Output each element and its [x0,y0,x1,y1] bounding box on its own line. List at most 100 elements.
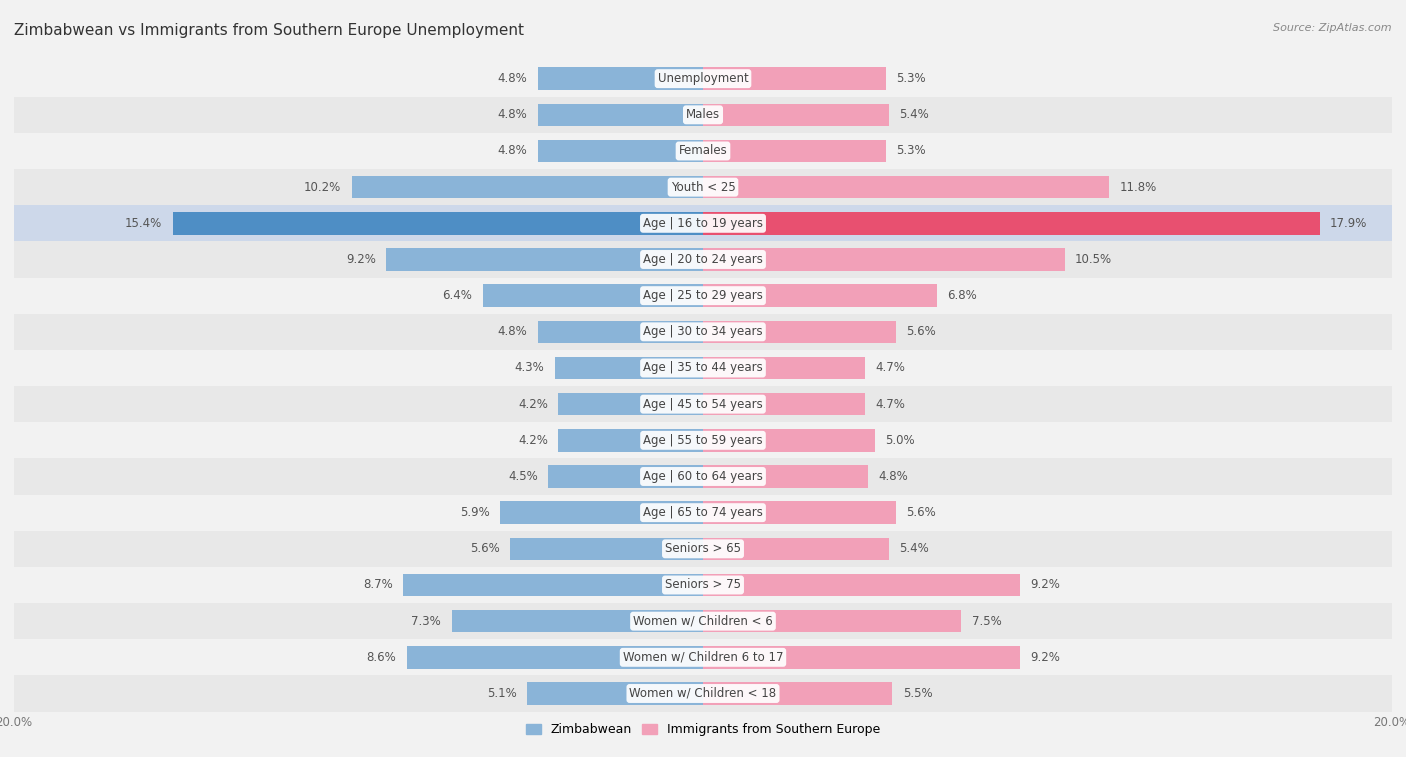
Bar [14,169,1392,205]
Text: 4.8%: 4.8% [498,108,527,121]
Text: Unemployment: Unemployment [658,72,748,85]
Text: 4.5%: 4.5% [508,470,537,483]
Bar [14,61,1392,97]
Bar [14,603,1392,639]
Bar [703,104,889,126]
Text: Age | 30 to 34 years: Age | 30 to 34 years [643,326,763,338]
Text: 11.8%: 11.8% [1119,181,1157,194]
Bar [703,646,1019,668]
Text: Youth < 25: Youth < 25 [671,181,735,194]
Bar [451,610,703,632]
Bar [558,393,703,416]
Text: 5.6%: 5.6% [470,542,499,556]
Bar [703,212,1320,235]
Text: 4.3%: 4.3% [515,362,544,375]
Bar [387,248,703,271]
Bar [14,459,1392,494]
Bar [352,176,703,198]
Text: 4.8%: 4.8% [879,470,908,483]
Bar [703,176,1109,198]
Text: 5.1%: 5.1% [488,687,517,700]
Text: 5.4%: 5.4% [900,108,929,121]
Text: 5.3%: 5.3% [896,145,925,157]
Text: Age | 20 to 24 years: Age | 20 to 24 years [643,253,763,266]
Text: 5.0%: 5.0% [886,434,915,447]
Text: 8.6%: 8.6% [367,651,396,664]
Text: Age | 55 to 59 years: Age | 55 to 59 years [643,434,763,447]
Bar [14,97,1392,133]
Text: 5.9%: 5.9% [460,506,489,519]
Text: Women w/ Children < 18: Women w/ Children < 18 [630,687,776,700]
Text: 9.2%: 9.2% [346,253,375,266]
Bar [558,429,703,451]
Bar [537,67,703,90]
Text: Women w/ Children < 6: Women w/ Children < 6 [633,615,773,628]
Bar [14,567,1392,603]
Text: 4.7%: 4.7% [875,362,905,375]
Text: 5.4%: 5.4% [900,542,929,556]
Bar [527,682,703,705]
Bar [703,285,938,307]
Text: 7.5%: 7.5% [972,615,1001,628]
Text: Seniors > 65: Seniors > 65 [665,542,741,556]
Text: 7.3%: 7.3% [412,615,441,628]
Bar [14,313,1392,350]
Bar [404,574,703,597]
Bar [14,386,1392,422]
Text: Seniors > 75: Seniors > 75 [665,578,741,591]
Bar [14,241,1392,278]
Bar [14,494,1392,531]
Text: Females: Females [679,145,727,157]
Bar [537,321,703,343]
Bar [548,466,703,488]
Text: Women w/ Children 6 to 17: Women w/ Children 6 to 17 [623,651,783,664]
Bar [173,212,703,235]
Bar [703,67,886,90]
Text: Age | 45 to 54 years: Age | 45 to 54 years [643,397,763,410]
Text: Age | 25 to 29 years: Age | 25 to 29 years [643,289,763,302]
Text: Age | 16 to 19 years: Age | 16 to 19 years [643,217,763,230]
Bar [703,321,896,343]
Text: 4.8%: 4.8% [498,72,527,85]
Bar [499,501,703,524]
Bar [14,422,1392,459]
Bar [14,133,1392,169]
Bar [555,357,703,379]
Text: 10.5%: 10.5% [1076,253,1112,266]
Bar [703,429,875,451]
Text: 6.4%: 6.4% [443,289,472,302]
Bar [406,646,703,668]
Bar [14,278,1392,313]
Text: 9.2%: 9.2% [1031,651,1060,664]
Text: 5.3%: 5.3% [896,72,925,85]
Bar [703,574,1019,597]
Bar [703,140,886,162]
Bar [482,285,703,307]
Bar [14,675,1392,712]
Text: 10.2%: 10.2% [304,181,342,194]
Text: 15.4%: 15.4% [125,217,162,230]
Text: Males: Males [686,108,720,121]
Text: 17.9%: 17.9% [1330,217,1367,230]
Bar [14,350,1392,386]
Text: 9.2%: 9.2% [1031,578,1060,591]
Bar [14,639,1392,675]
Text: 4.2%: 4.2% [519,434,548,447]
Text: 6.8%: 6.8% [948,289,977,302]
Bar [703,466,869,488]
Bar [537,140,703,162]
Text: Source: ZipAtlas.com: Source: ZipAtlas.com [1274,23,1392,33]
Text: 4.8%: 4.8% [498,326,527,338]
Text: Age | 35 to 44 years: Age | 35 to 44 years [643,362,763,375]
Bar [703,682,893,705]
Bar [703,393,865,416]
Text: 8.7%: 8.7% [363,578,392,591]
Bar [703,248,1064,271]
Text: 4.7%: 4.7% [875,397,905,410]
Text: Zimbabwean vs Immigrants from Southern Europe Unemployment: Zimbabwean vs Immigrants from Southern E… [14,23,524,38]
Bar [703,610,962,632]
Text: Age | 65 to 74 years: Age | 65 to 74 years [643,506,763,519]
Bar [510,537,703,560]
Bar [703,501,896,524]
Bar [14,531,1392,567]
